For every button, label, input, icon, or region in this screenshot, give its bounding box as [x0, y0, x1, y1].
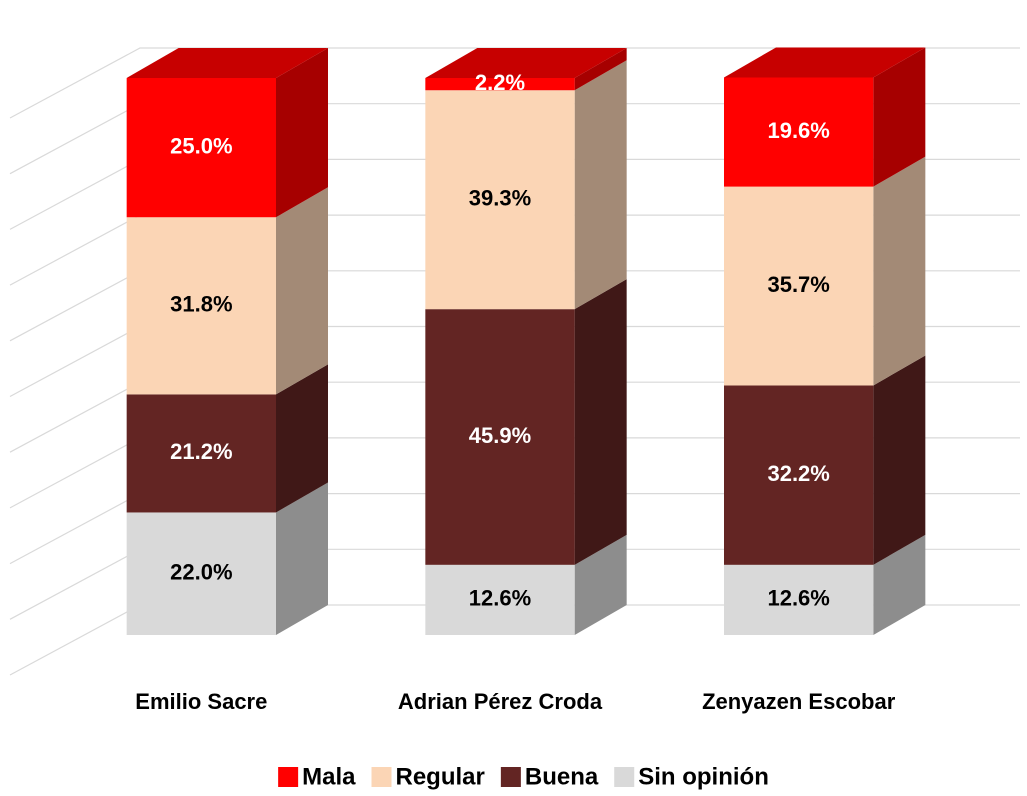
- bar-side: [574, 60, 627, 310]
- bar: [425, 78, 575, 91]
- bar: [126, 217, 277, 395]
- bar: [425, 90, 575, 310]
- bar: [126, 512, 277, 635]
- bar-side: [873, 355, 926, 565]
- bar: [126, 394, 277, 513]
- data-label: 45.9%: [469, 423, 531, 448]
- legend-swatch: [278, 767, 299, 787]
- bar-side: [276, 482, 328, 635]
- data-label: 21.2%: [170, 439, 232, 464]
- bar: [724, 186, 874, 386]
- bar-top: [724, 47, 926, 78]
- legend-swatch: [500, 767, 521, 787]
- legend-label: Buena: [525, 763, 599, 790]
- bar-side: [873, 534, 926, 635]
- legend-swatch: [614, 767, 635, 787]
- bar-side: [873, 156, 926, 386]
- bar-side: [574, 534, 627, 635]
- bar: [724, 564, 874, 635]
- bar-side: [276, 364, 328, 513]
- bar-side: [873, 47, 926, 187]
- x-tick-label: Zenyazen Escobar: [702, 689, 896, 714]
- bar: [425, 564, 575, 635]
- x-tick-label: Emilio Sacre: [135, 689, 267, 714]
- data-label: 35.7%: [767, 272, 829, 297]
- bar: [425, 309, 575, 565]
- grid-line: [9, 47, 1020, 119]
- bar: [724, 77, 874, 187]
- bar-top: [126, 48, 329, 78]
- data-label: 25.0%: [170, 133, 232, 158]
- bar-side: [276, 48, 328, 218]
- data-label: 2.2%: [475, 70, 525, 95]
- data-label: 32.2%: [767, 461, 829, 486]
- bar: [126, 78, 277, 218]
- bar-side: [574, 279, 627, 565]
- x-tick-label: Adrian Pérez Croda: [398, 689, 603, 714]
- legend-label: Mala: [302, 763, 356, 790]
- bar: [724, 385, 874, 565]
- data-label: 12.6%: [469, 586, 531, 611]
- bar-top: [425, 48, 627, 78]
- legend-label: Regular: [396, 763, 485, 790]
- data-label: 12.6%: [767, 586, 829, 611]
- data-label: 39.3%: [469, 186, 531, 211]
- data-label: 22.0%: [170, 560, 232, 585]
- legend-swatch: [371, 767, 392, 787]
- legend-label: Sin opinión: [638, 763, 769, 790]
- data-label: 19.6%: [767, 118, 829, 143]
- bar-side: [276, 187, 328, 395]
- bar-side: [574, 48, 627, 91]
- data-label: 31.8%: [170, 292, 232, 317]
